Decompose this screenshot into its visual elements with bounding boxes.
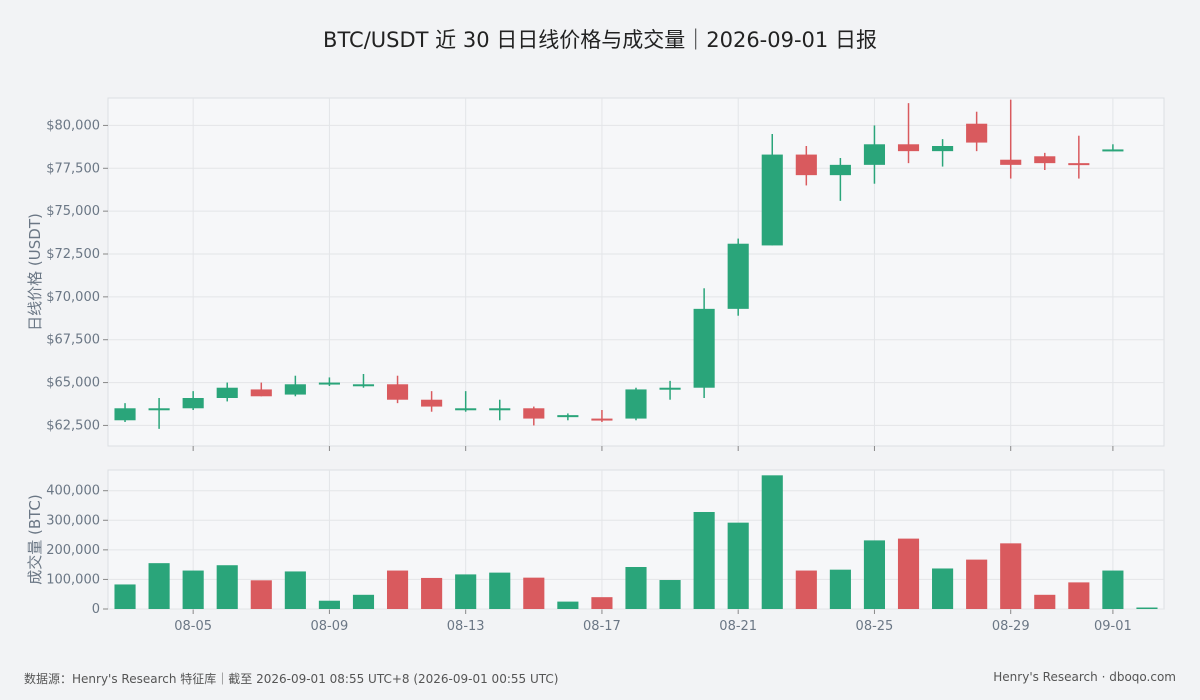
candle-body	[795, 154, 817, 176]
xtick-label: 08-25	[856, 619, 894, 634]
candle-body	[421, 399, 443, 407]
price-ytick-label: $65,000	[46, 376, 100, 391]
volume-bar	[795, 570, 817, 609]
candle-body	[966, 123, 988, 143]
volume-bar	[591, 597, 613, 609]
candle-body	[318, 382, 340, 385]
volume-bar	[829, 569, 851, 609]
price-ytick-label: $75,000	[46, 204, 100, 219]
candle-body	[693, 308, 715, 388]
volume-bar	[693, 511, 715, 609]
volume-bar	[761, 475, 783, 609]
volume-bar	[284, 571, 306, 609]
chart-title: BTC/USDT 近 30 日日线价格与成交量｜2026-09-01 日报	[323, 28, 877, 52]
candle-body	[863, 144, 886, 165]
candle-body	[148, 408, 170, 411]
candle-body	[386, 384, 409, 400]
volume-bar	[182, 570, 204, 609]
candle-body	[761, 154, 783, 246]
volume-bar	[1000, 543, 1022, 609]
candle-body	[455, 408, 477, 411]
volume-bar	[1034, 594, 1056, 609]
volume-bar	[318, 600, 340, 609]
volume-bar	[1068, 582, 1090, 609]
volume-bar	[659, 580, 681, 609]
footer-site[interactable]: dboqo.com	[1109, 670, 1176, 684]
volume-bar	[148, 563, 170, 609]
xtick-label: 09-01	[1094, 619, 1132, 634]
xtick-label: 08-09	[311, 619, 349, 634]
xtick-label: 08-13	[447, 619, 485, 634]
volume-ytick-label: 300,000	[46, 513, 100, 528]
volume-bar	[455, 574, 477, 609]
volume-ytick-label: 0	[92, 602, 100, 617]
price-axis-label: 日线价格 (USDT)	[26, 213, 44, 331]
footer-source: 数据源：Henry's Research 特征库｜截至 2026-09-01 0…	[24, 672, 559, 686]
volume-ytick-label: 100,000	[46, 572, 100, 587]
volume-bar	[352, 594, 375, 609]
footer-brand: Henry's Research	[993, 670, 1098, 684]
price-ytick-label: $77,500	[46, 161, 100, 176]
footer-separator: ·	[1101, 670, 1106, 684]
candle-body	[932, 146, 954, 152]
candle-body	[250, 389, 272, 397]
xtick-label: 08-21	[719, 619, 757, 634]
candle-body	[284, 384, 306, 395]
price-ytick-label: $70,000	[46, 290, 100, 305]
volume-bar	[386, 570, 409, 609]
candle-body	[1068, 163, 1090, 166]
candle-body	[829, 164, 851, 176]
candle-body	[114, 408, 136, 421]
candle-body	[659, 387, 681, 390]
volume-bar	[1136, 607, 1158, 609]
footer-credit: Henry's Research · dboqo.com	[993, 670, 1176, 684]
volume-bar	[1102, 570, 1124, 609]
volume-bar	[250, 580, 272, 609]
candle-body	[216, 387, 238, 398]
volume-bar	[932, 568, 954, 609]
volume-bar	[114, 584, 136, 609]
price-ytick-label: $80,000	[46, 118, 100, 133]
volume-bar	[625, 567, 647, 609]
candle-body	[1000, 159, 1022, 165]
price-ytick-label: $62,500	[46, 418, 100, 433]
candle-body	[727, 243, 749, 309]
volume-bar	[489, 572, 511, 609]
volume-bar	[966, 559, 988, 609]
volume-bar	[523, 577, 545, 609]
volume-bar	[897, 538, 920, 609]
candle-body	[1102, 149, 1124, 152]
xtick-label: 08-17	[583, 619, 621, 634]
candle-body	[591, 418, 613, 421]
volume-ytick-label: 400,000	[46, 484, 100, 499]
candle-body	[489, 408, 511, 411]
price-ytick-label: $67,500	[46, 333, 100, 348]
volume-bar	[557, 601, 579, 609]
volume-bar	[421, 577, 443, 609]
candle-body	[625, 389, 647, 419]
candle-body	[897, 144, 920, 152]
volume-bar	[216, 565, 238, 609]
volume-axis-label: 成交量 (BTC)	[26, 494, 44, 585]
volume-bar	[863, 540, 886, 609]
candle-body	[523, 408, 545, 419]
price-ytick-label: $72,500	[46, 247, 100, 262]
candle-body	[557, 415, 579, 418]
volume-bar	[727, 522, 749, 609]
candle-body	[352, 384, 375, 387]
xtick-label: 08-29	[992, 619, 1030, 634]
candle-body	[1034, 156, 1056, 164]
xtick-label: 08-05	[174, 619, 212, 634]
candle-body	[182, 398, 204, 409]
volume-ytick-label: 200,000	[46, 543, 100, 558]
